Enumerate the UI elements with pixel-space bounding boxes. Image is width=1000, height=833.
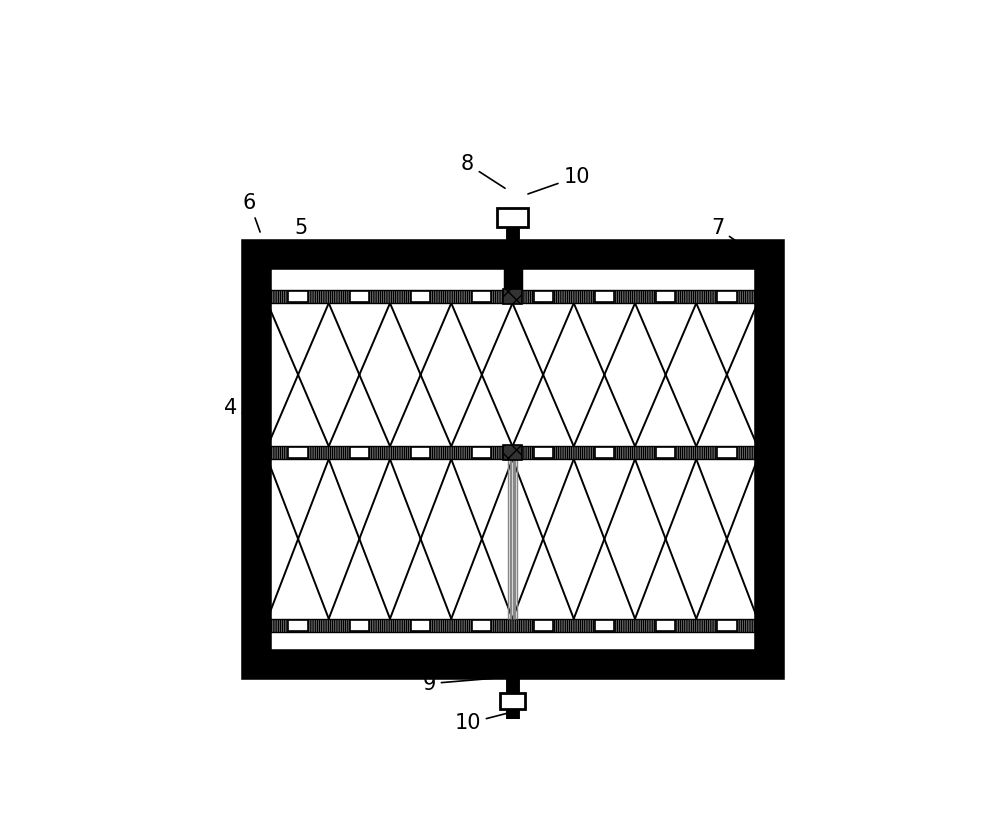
Bar (256, 653, 769, 665)
Text: 5: 5 (292, 218, 307, 248)
Text: 9: 9 (422, 674, 503, 694)
Bar (534, 620, 553, 631)
Bar (503, 445, 522, 461)
Bar (595, 447, 614, 458)
Bar (717, 620, 737, 631)
Bar (534, 292, 553, 302)
Text: 7: 7 (711, 218, 748, 249)
Bar (411, 447, 430, 458)
Text: 6: 6 (243, 192, 260, 232)
Bar (256, 254, 769, 665)
Bar (534, 447, 553, 458)
Bar (503, 289, 522, 304)
Bar (717, 447, 737, 458)
Bar (472, 620, 491, 631)
Bar (256, 254, 267, 665)
Bar (256, 254, 769, 266)
Bar (656, 620, 675, 631)
Bar (500, 693, 525, 710)
Bar (256, 254, 769, 665)
Bar (288, 447, 308, 458)
Bar (595, 292, 614, 302)
Bar (472, 447, 491, 458)
Bar (656, 447, 675, 458)
Bar (758, 254, 769, 665)
Bar (350, 447, 369, 458)
Text: 4: 4 (224, 398, 258, 420)
Bar (717, 292, 737, 302)
Bar (256, 653, 769, 665)
Bar (350, 292, 369, 302)
Bar (267, 291, 758, 303)
Bar (497, 207, 528, 227)
Bar (758, 254, 769, 665)
Text: 8: 8 (461, 154, 505, 188)
Bar (411, 292, 430, 302)
Bar (411, 620, 430, 631)
Bar (595, 620, 614, 631)
Bar (288, 292, 308, 302)
Bar (267, 619, 758, 631)
Bar (256, 254, 769, 266)
Bar (256, 254, 267, 665)
Text: 10: 10 (454, 711, 515, 733)
Bar (472, 292, 491, 302)
Text: 10: 10 (528, 167, 590, 194)
Bar (267, 446, 758, 459)
Bar (350, 620, 369, 631)
Bar (288, 620, 308, 631)
Bar (656, 292, 675, 302)
